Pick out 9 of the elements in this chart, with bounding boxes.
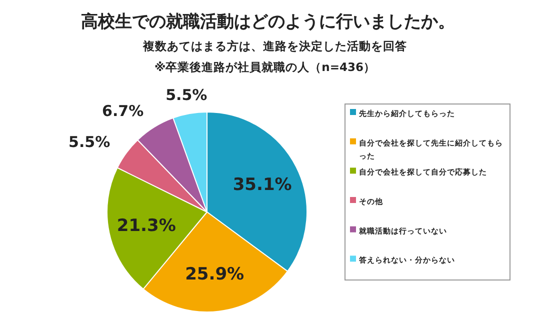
- data-label: 5.5%: [166, 86, 208, 104]
- chart-subtitle: 複数あてはまる方は、進路を決定した活動を回答: [142, 39, 407, 53]
- data-label: 25.9%: [185, 264, 244, 285]
- data-label: 5.5%: [68, 133, 110, 152]
- data-label: 21.3%: [116, 216, 176, 236]
- data-label: 35.1%: [232, 175, 292, 196]
- text: ※卒業後進路が社員就職の人（n=436）: [154, 60, 376, 74]
- chart-title: 高校生での就職活動はどのように行いましたか。: [81, 12, 455, 32]
- data-label: 6.7%: [102, 102, 144, 120]
